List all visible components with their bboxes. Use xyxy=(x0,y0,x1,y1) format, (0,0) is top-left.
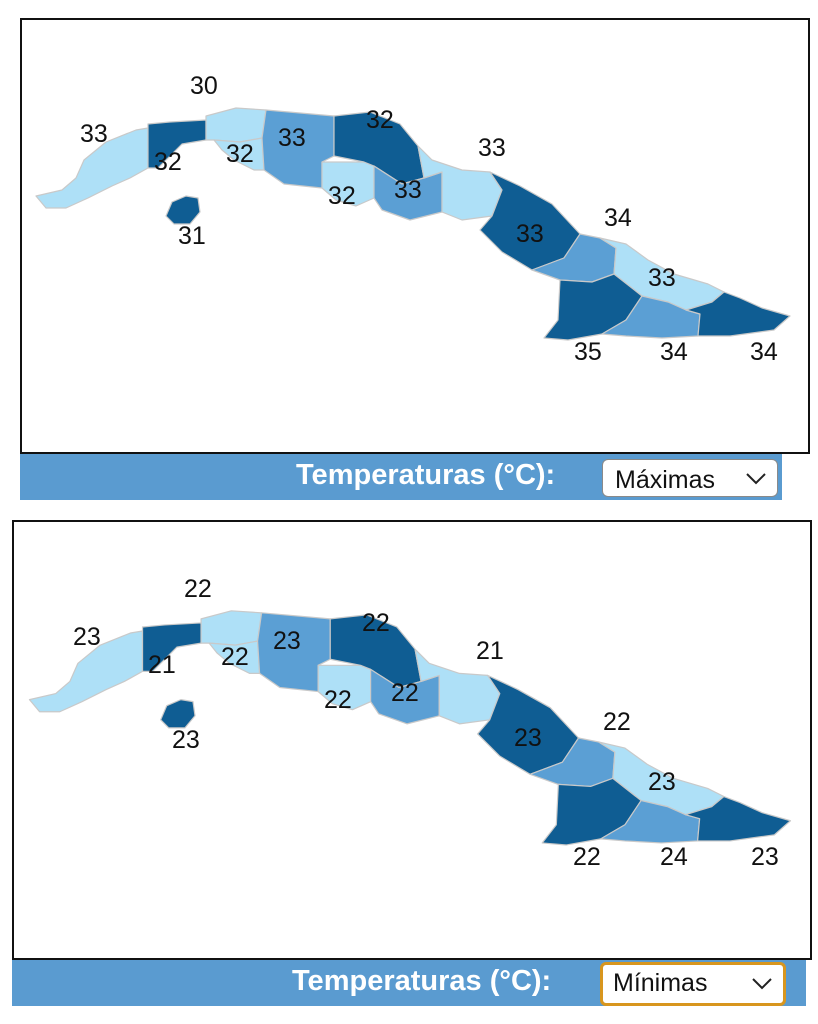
province-artemisa xyxy=(141,622,202,672)
temp-label-santiago-de-cuba: 34 xyxy=(660,338,688,366)
temp-label-cienfuegos: 32 xyxy=(328,182,356,210)
temp-label-camaguey: 33 xyxy=(516,220,544,248)
selected-value: Máximas xyxy=(615,466,716,494)
temp-label-pinar-del-rio: 33 xyxy=(80,120,108,148)
temp-label-granma: 22 xyxy=(573,843,601,871)
temperature-type-select-max[interactable]: Máximas xyxy=(602,459,778,497)
temp-label-holguin: 23 xyxy=(648,768,676,796)
temp-label-matanzas: 33 xyxy=(278,124,306,152)
chevron-down-icon xyxy=(752,978,772,990)
temp-label-pinar-del-rio: 23 xyxy=(73,623,101,651)
temp-label-las-tunas: 34 xyxy=(604,204,632,232)
temp-label-artemisa: 21 xyxy=(148,651,176,679)
province-guantanamo xyxy=(685,291,791,337)
min-temperature-panel: 23 21 22 22 23 22 22 22 21 23 22 23 22 24 23 23 Tempera… xyxy=(12,520,812,1006)
temp-label-mayabeque: 22 xyxy=(221,643,249,671)
temp-label-santiago-de-cuba: 24 xyxy=(660,843,688,871)
max-temperature-map: 33 32 30 32 33 32 32 33 33 33 34 33 35 34 34 31 xyxy=(20,18,810,454)
temp-label-la-habana: 22 xyxy=(184,575,212,603)
temp-label-cienfuegos: 22 xyxy=(324,686,352,714)
temp-label-la-habana: 30 xyxy=(190,72,218,100)
province-santiago-de-cuba xyxy=(600,799,701,844)
temp-label-granma: 35 xyxy=(574,338,602,366)
cuba-map-min xyxy=(28,610,792,846)
temp-label-villa-clara: 32 xyxy=(366,106,394,134)
cuba-map-max xyxy=(35,107,791,341)
province-la-habana xyxy=(200,610,263,646)
temp-label-guantanamo: 23 xyxy=(751,843,779,871)
selected-value: Mínimas xyxy=(613,969,708,997)
province-la-habana xyxy=(205,107,267,143)
temperature-type-select-min[interactable]: Mínimas xyxy=(600,962,786,1006)
temp-label-camaguey: 23 xyxy=(514,724,542,752)
temp-label-ciego-de-avila: 33 xyxy=(478,134,506,162)
min-legend-bar: Temperaturas (°C): Mínimas xyxy=(12,960,806,1006)
province-mayabeque xyxy=(208,640,261,674)
temp-label-sancti-spiritus: 22 xyxy=(391,679,419,707)
province-isla-de-la-juventud xyxy=(160,699,196,729)
chevron-down-icon xyxy=(746,473,766,485)
temp-label-isla-de-la-juventud: 23 xyxy=(172,726,200,754)
province-isla-de-la-juventud xyxy=(165,195,201,225)
temp-label-ciego-de-avila: 21 xyxy=(476,637,504,665)
province-artemisa xyxy=(147,119,207,169)
temp-label-las-tunas: 22 xyxy=(603,708,631,736)
legend-label: Temperaturas (°C): xyxy=(296,459,556,491)
temp-label-isla-de-la-juventud: 31 xyxy=(178,222,206,250)
min-temperature-map: 23 21 22 22 23 22 22 22 21 23 22 23 22 24 23 23 xyxy=(12,520,812,960)
province-santiago-de-cuba xyxy=(601,295,701,339)
province-guantanamo xyxy=(684,795,792,842)
temp-label-guantanamo: 34 xyxy=(750,338,778,366)
temp-label-artemisa: 32 xyxy=(154,148,182,176)
legend-label: Temperaturas (°C): xyxy=(292,965,552,997)
temp-label-villa-clara: 22 xyxy=(362,609,390,637)
temp-label-matanzas: 23 xyxy=(273,627,301,655)
max-temperature-panel: 33 32 30 32 33 32 32 33 33 33 34 33 35 34 34 31 Tempera… xyxy=(20,18,810,500)
province-mayabeque xyxy=(213,137,265,171)
temp-label-mayabeque: 32 xyxy=(226,140,254,168)
temp-label-holguin: 33 xyxy=(648,264,676,292)
max-legend-bar: Temperaturas (°C): Máximas xyxy=(20,454,782,500)
temp-label-sancti-spiritus: 33 xyxy=(394,176,422,204)
